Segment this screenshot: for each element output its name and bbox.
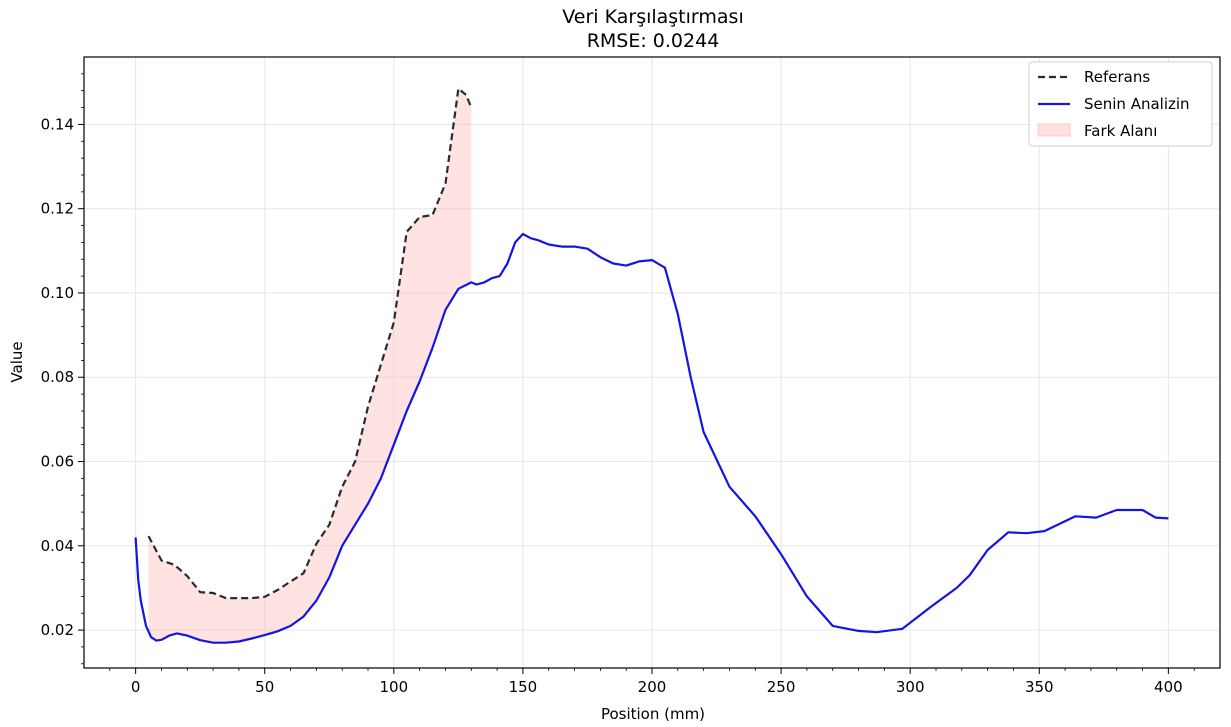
y-tick-label: 0.04 bbox=[41, 537, 74, 555]
x-tick-label: 0 bbox=[131, 678, 141, 696]
legend-reference-label: Referans bbox=[1084, 68, 1150, 86]
legend-fill-label: Fark Alanı bbox=[1084, 122, 1157, 140]
y-tick-label: 0.08 bbox=[41, 368, 74, 386]
legend-analysis-label: Senin Analizin bbox=[1084, 95, 1190, 113]
x-tick-label: 250 bbox=[767, 678, 796, 696]
analysis-series-line bbox=[134, 232, 1169, 644]
x-axis-ticks: 0 50 100 150 200 250 300 350 400 bbox=[109, 668, 1195, 696]
x-tick-label: 150 bbox=[509, 678, 538, 696]
legend: Referans Senin Analizin Fark Alanı bbox=[1028, 61, 1213, 147]
reference-series-line bbox=[147, 86, 473, 600]
chart-subtitle: RMSE: 0.0244 bbox=[587, 30, 720, 52]
x-axis-label: Position (mm) bbox=[601, 705, 705, 723]
x-tick-label: 350 bbox=[1025, 678, 1054, 696]
y-tick-label: 0.06 bbox=[41, 453, 74, 471]
grid bbox=[84, 57, 1220, 668]
y-tick-label: 0.14 bbox=[41, 115, 74, 133]
y-tick-label: 0.10 bbox=[41, 284, 74, 302]
y-axis-label: Value bbox=[8, 341, 26, 382]
legend-box bbox=[1028, 61, 1213, 147]
chart-title: Veri Karşılaştırması bbox=[562, 6, 743, 28]
y-tick-label: 0.02 bbox=[41, 621, 74, 639]
y-axis-ticks: 0.02 0.04 0.06 0.08 0.10 0.12 0.14 bbox=[41, 73, 84, 665]
x-tick-label: 400 bbox=[1154, 678, 1183, 696]
x-tick-label: 300 bbox=[896, 678, 925, 696]
y-tick-label: 0.12 bbox=[41, 200, 74, 218]
x-tick-label: 50 bbox=[255, 678, 274, 696]
difference-fill-area bbox=[148, 88, 472, 643]
legend-fill-swatch bbox=[1037, 123, 1071, 137]
x-tick-label: 100 bbox=[379, 678, 408, 696]
x-tick-label: 200 bbox=[638, 678, 667, 696]
